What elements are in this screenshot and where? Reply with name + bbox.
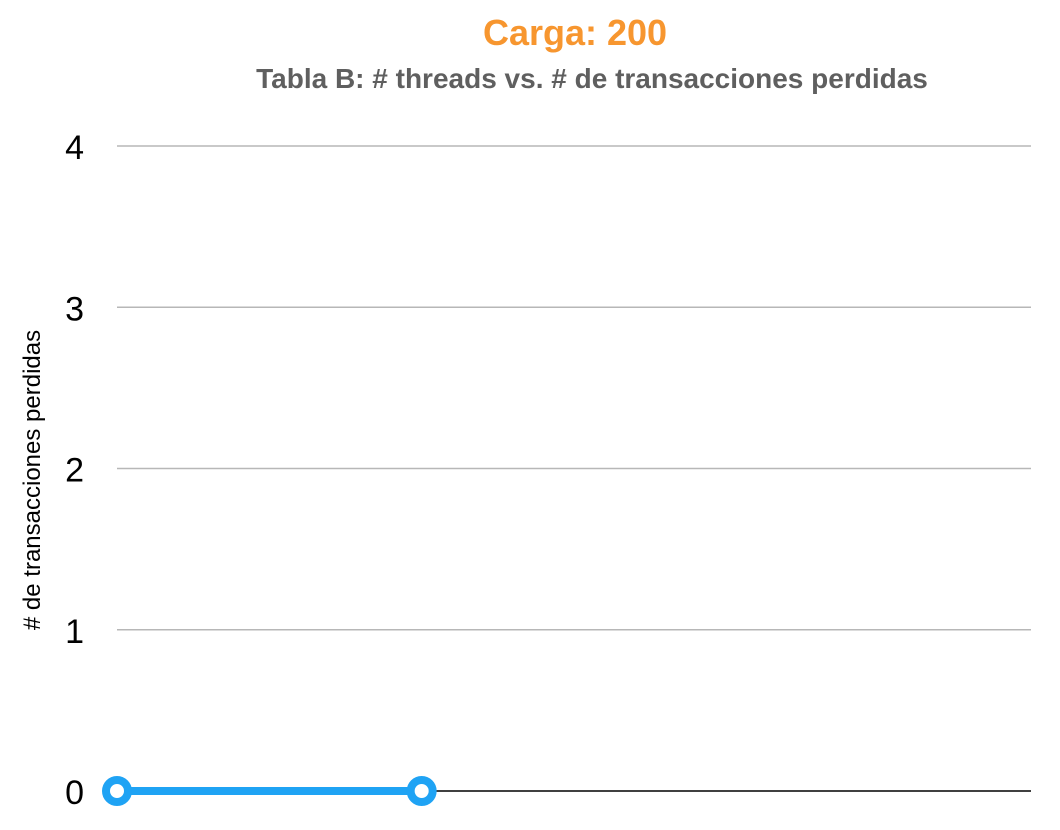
y-tick-label: 0 [65,774,84,812]
grid-lines [117,145,1031,631]
y-axis-label: # de transacciones perdidas [19,330,46,630]
y-tick-label: 3 [65,290,84,328]
chart-title: Carga: 200 [482,12,668,53]
chart-subtitle: Tabla B: # threads vs. # de transaccione… [256,63,928,94]
y-tick-label: 2 [65,452,84,490]
y-tick-label: 4 [65,129,84,167]
y-tick-label: 1 [65,613,84,651]
data-point [102,776,132,806]
series-layer [102,776,437,806]
y-tick-labels: 0 1 2 3 4 [65,129,84,812]
data-point [406,776,437,806]
